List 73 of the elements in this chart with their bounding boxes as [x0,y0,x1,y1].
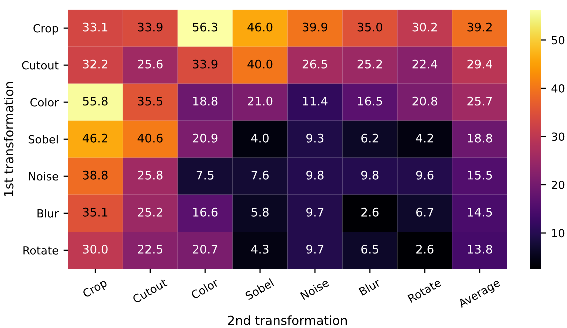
data-label: 25.8 [138,170,163,180]
data-label: 39.2 [468,22,492,32]
color-bar-label: 40 [552,84,565,93]
data-label: 7.6 [252,170,269,180]
data-label: 6.5 [362,244,378,254]
data-label: 6.2 [362,134,378,143]
data-label: 21.0 [248,96,273,106]
color-bar-label: 10 [552,229,565,238]
data-label: 22.4 [412,60,438,69]
data-label: 11.4 [303,97,328,106]
x-axis-title: 2nd transformation [228,316,348,326]
data-label: 9.6 [416,170,434,180]
data-label: 15.5 [468,171,492,180]
y-tick-label: Noise [29,172,58,181]
color-bar-label: 30 [552,132,565,142]
data-label: 20.8 [412,96,438,106]
data-label: 9.8 [362,170,379,180]
data-label: 22.5 [138,244,163,254]
data-label: 9.7 [306,208,324,217]
data-label: 16.6 [194,208,218,217]
data-label: 4.0 [251,134,269,143]
data-label: 18.8 [468,134,492,143]
data-label: 56.3 [193,22,218,32]
color-bar-label: 50 [552,36,565,45]
data-label: 30.2 [412,22,438,32]
data-label: 40.6 [138,134,163,143]
data-label: 7.5 [196,171,214,180]
data-label: 6.7 [416,208,434,217]
data-label: 2.6 [416,244,434,254]
data-label: 18.8 [194,96,218,106]
y-tick-label: Color [30,98,60,107]
data-label: 9.7 [306,244,324,254]
data-label: 33.9 [138,22,163,32]
data-label: 46.0 [248,22,273,32]
data-label: 2.6 [362,208,379,217]
y-tick-label: Rotate [24,246,58,255]
data-label: 4.3 [251,244,269,254]
y-axis-title: 1st transformation [4,82,14,196]
data-label: 25.6 [138,60,163,69]
data-label: 14.5 [468,208,492,217]
y-tick-label: Crop [34,24,58,35]
x-tick-label: Crop [82,278,109,300]
data-label: 5.8 [252,208,269,217]
data-label: 16.5 [358,96,382,106]
data-label: 9.3 [306,134,324,143]
data-label: 33.1 [83,22,108,32]
data-label: 39.9 [302,22,328,32]
data-label: 33.9 [193,60,218,69]
data-label: 35.1 [83,208,108,217]
x-tick-label: Blur [358,278,382,296]
data-label: 38.8 [83,170,108,180]
data-label: 46.2 [82,134,108,143]
data-label: 25.2 [138,208,162,217]
y-tick-label: Sobel [28,135,58,144]
data-label: 35.5 [138,96,163,106]
data-label: 30.0 [83,244,108,254]
data-label: 13.8 [468,244,492,254]
y-tick-label: Blur [38,209,60,218]
data-label: 20.7 [193,244,218,254]
data-label: 55.8 [83,96,108,106]
color-bar-label: 20 [552,180,565,190]
data-label: 20.9 [193,134,218,143]
data-label: 29.4 [468,60,492,69]
y-tick-label: Cutout [22,61,59,70]
data-label: 9.8 [306,170,324,180]
data-label: 25.7 [468,96,492,106]
data-label: 32.2 [83,60,108,69]
data-label: 40.0 [248,60,273,69]
x-tick-label: Color [190,278,220,300]
data-label: 26.5 [302,60,328,69]
data-label: 25.2 [358,60,382,69]
data-label: 35.0 [358,22,383,32]
data-label: 4.2 [416,134,434,143]
